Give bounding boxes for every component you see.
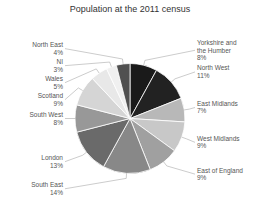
category-label-line: NI (57, 58, 64, 65)
leader-line (171, 72, 195, 82)
category-label: South East (31, 181, 63, 188)
category-label: East Midlands (197, 100, 239, 107)
category-label: London (41, 154, 63, 161)
category-label: North East (32, 41, 63, 48)
category-label-line: South West (30, 111, 64, 118)
category-label-line: East Midlands (197, 100, 239, 107)
leader-line (65, 69, 99, 83)
title: Population at the 2011 census (70, 4, 191, 14)
category-label: Yorkshire andthe Humber (197, 39, 237, 54)
slice (116, 64, 130, 119)
slice-label: East of England9% (197, 167, 243, 182)
slice-label: North East4% (32, 41, 63, 56)
leader-line (65, 62, 111, 67)
labels: Yorkshire andthe Humber8%North West11%Ea… (30, 39, 244, 196)
data-label: 13% (50, 162, 63, 169)
category-label-line: Scotland (38, 92, 64, 99)
category-label-line: Wales (45, 75, 64, 82)
data-label: 7% (197, 107, 207, 114)
category-label-line: London (41, 154, 63, 161)
data-label: 14% (50, 189, 63, 196)
category-label-line: Yorkshire and (197, 39, 237, 46)
category-label: North West (197, 64, 230, 71)
category-label-line: North West (197, 64, 230, 71)
category-label: Wales (45, 75, 64, 82)
leader-line (65, 49, 123, 64)
leader-line (65, 118, 75, 119)
leader-line (65, 152, 87, 161)
chart: Population at the 2011 census Yorkshire a… (0, 0, 260, 217)
data-label: 9% (197, 174, 207, 181)
data-label: 4% (54, 49, 64, 56)
leader-line (144, 50, 195, 65)
category-label: Scotland (38, 92, 64, 99)
data-label: 8% (54, 119, 64, 126)
data-label: 11% (197, 72, 210, 79)
leader-line (182, 137, 195, 142)
slice-label: South West8% (30, 111, 64, 126)
category-label-line: West Midlands (197, 135, 240, 142)
pie: Yorkshire andthe Humber8%North West11%Ea… (30, 39, 244, 196)
slice-label: Scotland9% (38, 92, 64, 107)
category-label-line: North East (32, 41, 63, 48)
leader-lines (65, 49, 195, 189)
leader-line (164, 162, 195, 174)
data-label: 9% (54, 100, 64, 107)
data-label: 5% (54, 83, 64, 90)
category-label: NI (57, 58, 64, 65)
leader-line (65, 173, 127, 188)
slice-label: London13% (41, 154, 63, 169)
slice-label: North West11% (197, 64, 230, 79)
slices (75, 64, 185, 174)
category-label-line: South East (31, 181, 63, 188)
category-label: South West (30, 111, 64, 118)
category-label: West Midlands (197, 135, 240, 142)
leader-line (184, 107, 195, 109)
slice-label: Yorkshire andthe Humber8% (197, 39, 237, 61)
data-label: 8% (197, 54, 207, 61)
slice-label: East Midlands7% (197, 100, 239, 115)
slice-label: NI3% (54, 58, 64, 72)
slice-label: West Midlands9% (197, 135, 240, 150)
data-label: 3% (54, 66, 64, 73)
data-label: 9% (197, 142, 207, 149)
leader-line (65, 88, 83, 100)
category-label-line: the Humber (197, 47, 232, 54)
slice-label: South East14% (31, 181, 63, 196)
slice-label: Wales5% (45, 75, 64, 90)
slice (130, 98, 185, 122)
